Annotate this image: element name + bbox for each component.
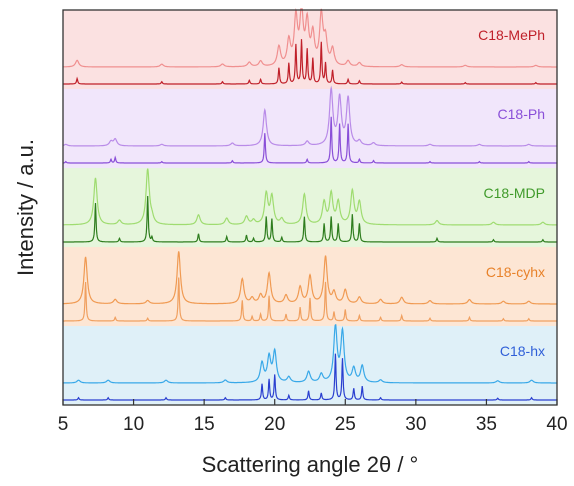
trace-c18-mdp-simulated <box>63 195 557 243</box>
panel-labels: C18-MePh C18-Ph C18-MDP C18-cyhx C18-hx <box>478 27 545 359</box>
x-axis-ticks: 5 10 15 20 25 30 35 40 <box>58 399 568 435</box>
trace-c18-meph-measured <box>63 7 557 68</box>
trace-c18-hx-measured <box>63 324 557 384</box>
x-tick-label-5: 5 <box>58 414 69 435</box>
x-tick-label-15: 15 <box>194 414 215 435</box>
panel-band-c18-cyhx <box>63 247 557 326</box>
panel-label-c18-hx: C18-hx <box>500 343 545 359</box>
trace-c18-ph-measured <box>62 85 557 147</box>
x-tick-label-25: 25 <box>335 414 356 435</box>
x-tick-label-35: 35 <box>476 414 497 435</box>
x-tick-label-20: 20 <box>264 414 285 435</box>
trace-c18-cyhx-measured <box>63 251 557 305</box>
x-tick-label-30: 30 <box>405 414 426 435</box>
panel-label-c18-ph: C18-Ph <box>498 106 545 122</box>
trace-c18-hx-simulated <box>63 353 557 401</box>
panel-label-c18-meph: C18-MePh <box>478 27 545 43</box>
panel-band-c18-mdp <box>63 168 557 247</box>
panel-band-c18-ph <box>63 89 557 168</box>
trace-c18-ph-simulated <box>63 116 557 164</box>
trace-c18-cyhx-simulated <box>63 277 557 322</box>
x-axis-label: Scattering angle 2θ / ° <box>202 452 419 477</box>
trace-c18-meph-simulated <box>63 39 557 85</box>
trace-c18-mdp-measured <box>63 168 557 226</box>
diffraction-traces <box>62 7 557 401</box>
panel-band-c18-hx <box>63 326 557 405</box>
x-tick-label-10: 10 <box>123 414 144 435</box>
panel-label-c18-mdp: C18-MDP <box>484 185 545 201</box>
panel-backgrounds <box>63 10 557 405</box>
x-tick-label-40: 40 <box>546 414 567 435</box>
panel-band-c18-meph <box>63 10 557 89</box>
y-axis-label: Intensity / a.u. <box>13 139 38 276</box>
plot-frame <box>62 9 558 406</box>
panel-label-c18-cyhx: C18-cyhx <box>486 264 545 280</box>
